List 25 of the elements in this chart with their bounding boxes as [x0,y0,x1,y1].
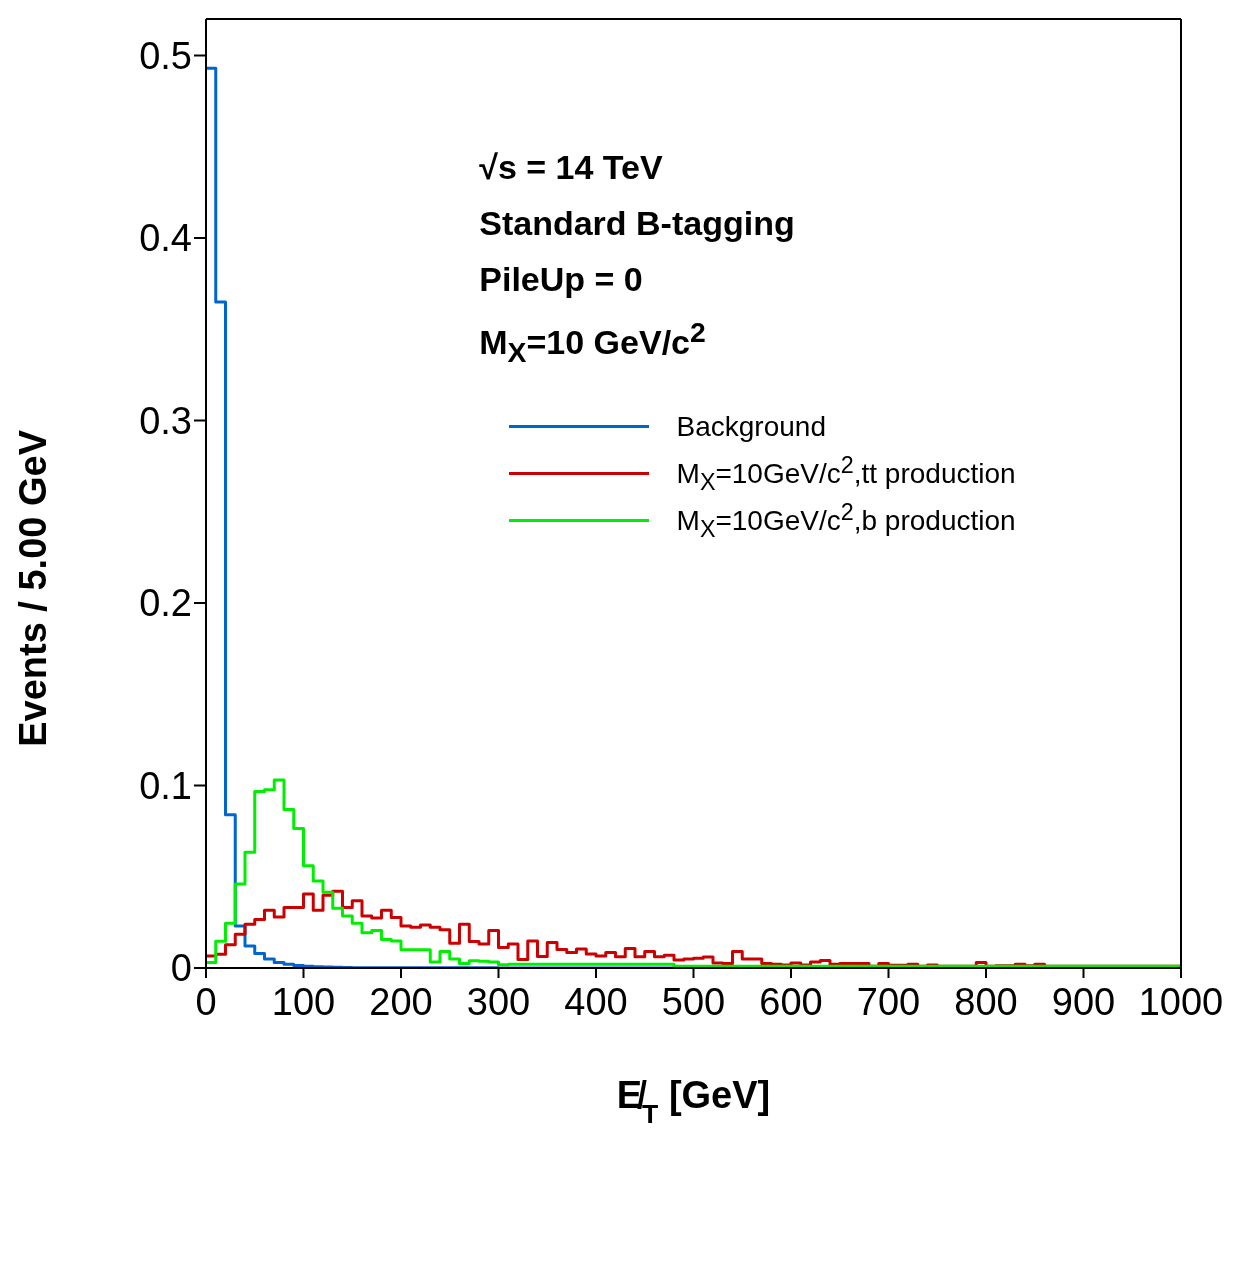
y-tick-label: 0.1 [139,764,192,807]
x-tick-label: 200 [369,980,433,1023]
annotation: PileUp = 0 [479,260,643,299]
legend-label: M$_{X}$=10GeV/c$^{2}$,tt production [676,451,1016,496]
legend-label: Background [676,410,826,443]
y-tick-label: 0.4 [139,217,192,260]
annotation: Standard B-tagging [479,204,795,243]
x-tick-label: 300 [466,980,531,1023]
x-tick-label: 700 [856,980,921,1023]
x-tick-label: 100 [271,980,336,1023]
x-axis-title: E̸$_{T}$ [GeV] [616,1074,771,1129]
y-tick-label: 0.2 [139,582,192,625]
y-axis-title: Events / 5.00 GeV [12,429,54,747]
x-tick-label: 500 [661,980,726,1023]
x-tick-label: 900 [1051,980,1116,1023]
x-tick-label: 800 [954,980,1018,1023]
x-tick-label: 1000 [1138,980,1224,1023]
y-tick-label: 0 [170,947,192,990]
legend-label: M$_{X}$=10GeV/c$^{2}$,b production [676,498,1016,543]
annotation: √s = 14 TeV [479,148,663,187]
y-tick-label: 0.5 [139,34,192,77]
x-tick-label: 600 [759,980,823,1023]
x-tick-label: 400 [564,980,628,1023]
annotation: M$_{X}$=10 GeV/c$^{2}$ [479,316,706,370]
y-tick-label: 0.3 [139,399,192,442]
